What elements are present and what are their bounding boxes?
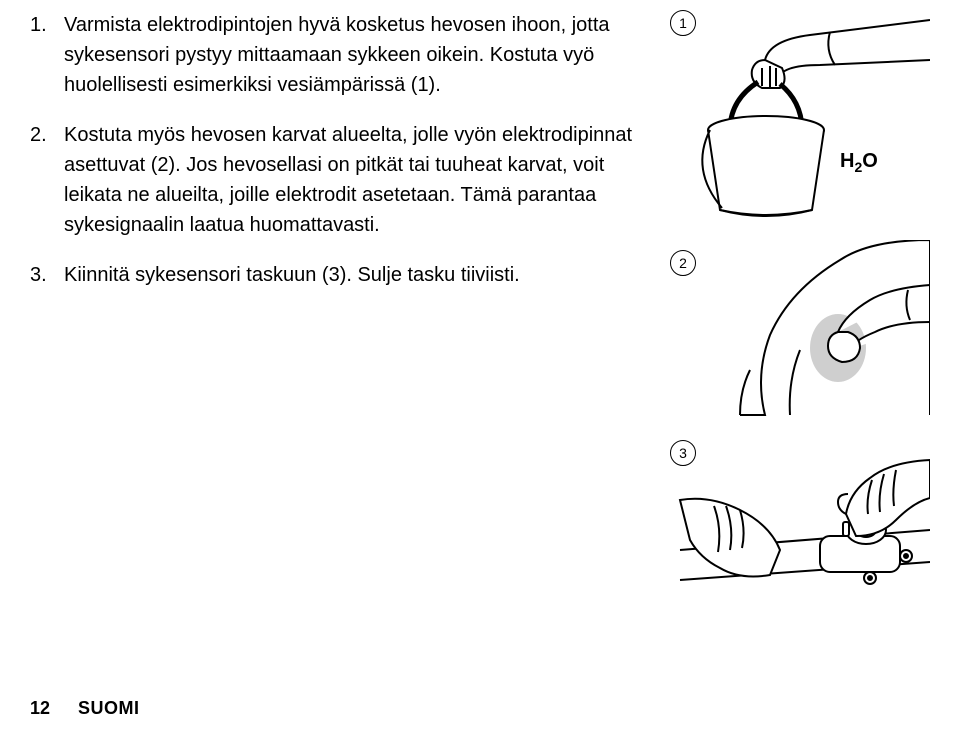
list-number: 3.: [30, 260, 64, 290]
list-text: Kiinnitä sykesensori taskuun (3). Sulje …: [64, 260, 640, 290]
bucket-icon: [670, 10, 930, 220]
h2o-label: H2O: [840, 150, 878, 175]
illustration-badge-3: 3: [670, 440, 696, 466]
illustration-badge-2: 2: [670, 250, 696, 276]
page: 1. Varmista elektrodipintojen hyvä koske…: [0, 0, 960, 737]
list-text: Varmista elektrodipintojen hyvä kosketus…: [64, 10, 640, 100]
language-label: SUOMI: [78, 698, 140, 719]
illustration-3: 3: [670, 440, 930, 610]
list-item: 2. Kostuta myös hevosen karvat alueelta,…: [30, 120, 640, 240]
list-number: 2.: [30, 120, 64, 240]
list-item: 3. Kiinnitä sykesensori taskuun (3). Sul…: [30, 260, 640, 290]
illustration-1: 1: [670, 10, 930, 220]
illustration-2: 2: [670, 240, 930, 420]
page-number: 12: [30, 698, 50, 719]
horse-wetting-icon: [670, 240, 930, 420]
illustration-badge-1: 1: [670, 10, 696, 36]
badge-label: 3: [679, 445, 687, 461]
list-item: 1. Varmista elektrodipintojen hyvä koske…: [30, 10, 640, 100]
text-column: 1. Varmista elektrodipintojen hyvä koske…: [30, 10, 670, 630]
sensor-attach-icon: [670, 440, 930, 610]
page-footer: 12 SUOMI: [30, 698, 140, 719]
illustration-column: 1: [670, 10, 930, 630]
badge-label: 1: [679, 15, 687, 31]
list-text: Kostuta myös hevosen karvat alueelta, jo…: [64, 120, 640, 240]
badge-label: 2: [679, 255, 687, 271]
content-row: 1. Varmista elektrodipintojen hyvä koske…: [0, 0, 960, 630]
list-number: 1.: [30, 10, 64, 100]
